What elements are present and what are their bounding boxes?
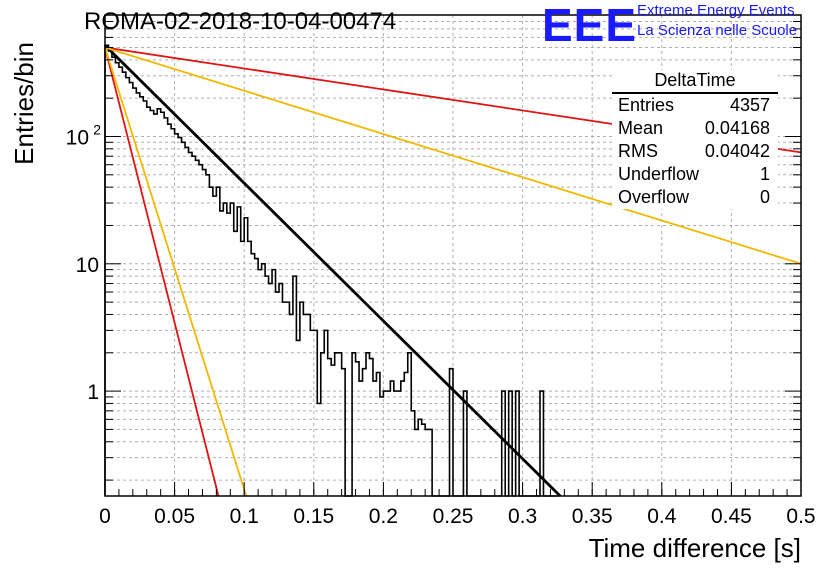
stats-value: 0.04168 <box>704 118 770 138</box>
stats-row-entries: Entries 4357 <box>612 94 778 117</box>
y-tick-label: 10 <box>66 126 89 149</box>
stats-value: 0 <box>759 187 770 207</box>
stats-title: DeltaTime <box>612 70 778 94</box>
x-tick-label: 0.5 <box>786 505 815 528</box>
tick-labels: 0 0.05 0.1 0.15 0.2 0.25 0.3 0.35 0.4 0.45 0.51101… <box>66 121 816 528</box>
y-tick-exponent: 2 <box>93 121 101 137</box>
x-tick-label: 0.45 <box>711 505 752 528</box>
stats-label: Overflow <box>618 187 690 207</box>
stats-box: DeltaTime Entries 4357 Mean 0.04168 RMS 0.040… <box>612 70 778 209</box>
stats-value: 1 <box>759 164 770 184</box>
line-fit <box>104 44 562 497</box>
logo-line-2: La Scienza nelle Scuole <box>637 22 798 39</box>
axis-ticks <box>104 14 802 496</box>
x-tick-label: 0.3 <box>508 505 537 528</box>
x-tick-label: 0.35 <box>572 505 613 528</box>
line-orange-shallow <box>104 46 802 265</box>
y-tick-label: 10 <box>76 254 99 277</box>
x-tick-label: 0 <box>99 505 111 528</box>
stats-value: 4357 <box>729 95 770 115</box>
x-tick-label: 0.15 <box>293 505 334 528</box>
x-axis-label: Time difference [s] <box>589 533 801 563</box>
line-orange-steep <box>104 47 248 497</box>
x-tick-label: 0.4 <box>647 505 677 528</box>
stats-row-mean: Mean 0.04168 <box>612 117 778 140</box>
x-tick-label: 0.1 <box>230 505 259 528</box>
stats-label: RMS <box>618 141 658 161</box>
stats-row-overflow: Overflow 0 <box>612 186 778 209</box>
x-tick-label: 0.05 <box>154 505 195 528</box>
y-axis-label: Entries/bin <box>9 42 39 165</box>
stats-label: Entries <box>618 95 675 115</box>
y-tick-label: 1 <box>87 381 99 404</box>
eee-logo: EEE <box>542 0 638 51</box>
stats-label: Mean <box>618 118 664 138</box>
line-red-steep <box>104 47 220 497</box>
run-title: ROMA-02-2018-10-04-00474 <box>84 8 397 35</box>
x-tick-label: 0.25 <box>433 505 474 528</box>
stats-row-rms: RMS 0.04042 <box>612 140 778 163</box>
x-tick-label: 0.2 <box>369 505 398 528</box>
stats-label: Underflow <box>618 164 700 184</box>
stats-row-underflow: Underflow 1 <box>612 163 778 186</box>
logo-line-1: Extreme Energy Events <box>637 2 795 19</box>
stats-value: 0.04042 <box>704 141 770 161</box>
